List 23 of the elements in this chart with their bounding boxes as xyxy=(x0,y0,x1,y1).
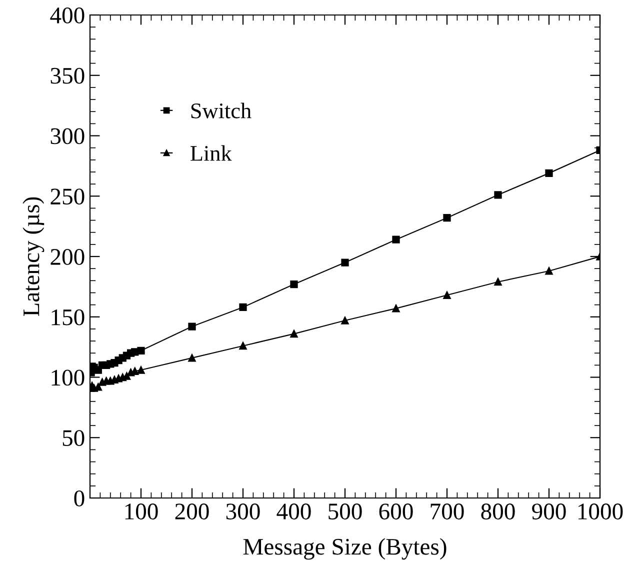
x-axis-title: Message Size (Bytes) xyxy=(243,538,446,560)
y-tick-label: 300 xyxy=(50,128,84,144)
x-tick-label: 500 xyxy=(328,504,362,520)
x-tick-label: 600 xyxy=(379,504,413,520)
y-tick-label: 350 xyxy=(50,68,84,84)
legend-label: Link xyxy=(190,145,232,161)
y-tick-label: 50 xyxy=(62,430,84,446)
x-tick-label: 100 xyxy=(125,504,158,520)
y-tick-label: 0 xyxy=(74,490,84,506)
legend-label: Switch xyxy=(191,102,252,118)
x-tick-label: 700 xyxy=(430,504,464,520)
x-tick-label: 200 xyxy=(175,504,209,520)
y-tick-label: 400 xyxy=(50,7,84,24)
y-tick-label: 200 xyxy=(50,248,84,265)
x-tick-label: 1000 xyxy=(578,504,623,520)
x-tick-label: 300 xyxy=(226,504,260,520)
y-tick-label: 150 xyxy=(52,309,84,326)
y-axis-title: Latency (µs) xyxy=(22,197,44,316)
y-tick-label: 250 xyxy=(50,188,84,205)
x-tick-label: 800 xyxy=(481,504,515,520)
x-tick-label: 400 xyxy=(276,504,311,520)
x-tick-label: 900 xyxy=(532,504,566,520)
y-tick-label: 100 xyxy=(52,370,84,386)
